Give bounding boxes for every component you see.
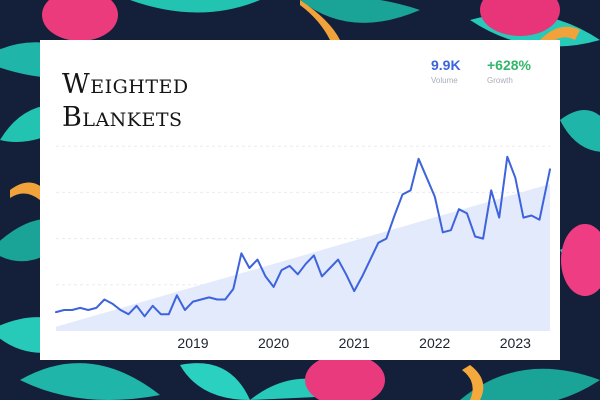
chart-title: Weighted Blankets	[62, 69, 189, 133]
series-line	[55, 155, 551, 318]
x-tick-label: 2021	[339, 335, 370, 351]
x-tick-label: 2020	[258, 335, 289, 351]
trend-area	[56, 184, 550, 331]
volume-value: 9.9K	[431, 57, 461, 73]
volume-stat: 9.9K Volume	[431, 56, 461, 87]
trend-chart: 2019 2020 2021 2022 2023	[55, 145, 551, 351]
x-tick-label: 2023	[500, 335, 531, 351]
chart-card: 2019 2020 2021 2022 2023 Weighted Blankets 9…	[40, 40, 560, 360]
x-tick-label: 2019	[177, 335, 208, 351]
growth-value: +628%	[487, 57, 531, 73]
growth-stat: +628% Growth	[487, 56, 531, 87]
x-axis-ticks: 2019 2020 2021 2022 2023	[177, 335, 531, 351]
volume-label: Volume	[431, 76, 458, 85]
x-tick-label: 2022	[419, 335, 450, 351]
growth-label: Growth	[487, 76, 513, 85]
